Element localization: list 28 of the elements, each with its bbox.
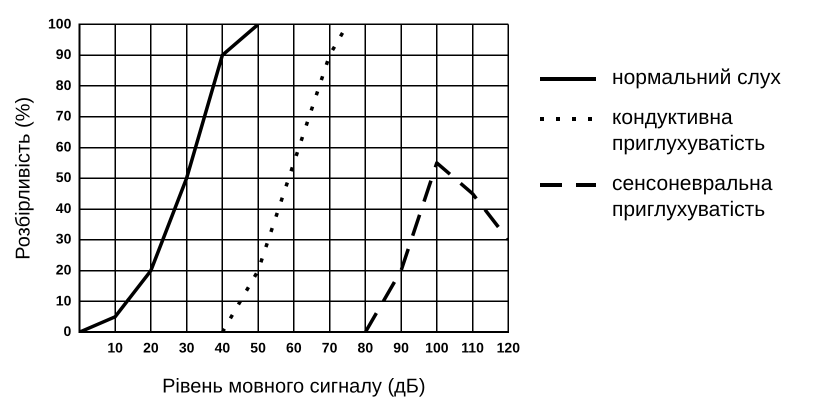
x-tick-label: 50 [250,339,266,356]
y-tick-label: 90 [56,46,72,62]
x-tick-label: 120 [496,339,520,356]
x-tick-label: 70 [322,339,338,356]
legend-label: нормальний слух [612,64,782,90]
x-tick-label: 10 [107,339,124,356]
y-axis-title: Розбірливість (%) [12,96,35,260]
x-tick-label: 80 [358,339,374,356]
y-tick-label: 60 [56,138,72,154]
y-tick-label: 50 [56,169,72,186]
x-axis-title: Рівень мовного сигналу (дБ) [162,376,426,398]
y-tick-label: 0 [64,323,72,340]
y-tick-label: 100 [48,15,72,32]
x-tick-label: 40 [214,339,230,356]
y-tick-label: 20 [56,262,72,278]
y-tick-label: 10 [56,292,72,308]
y-tick-label: 80 [56,76,72,93]
x-tick-label: 100 [425,339,449,356]
x-tick-label: 110 [461,339,484,356]
x-tick-label: 90 [393,339,410,356]
y-tick-label: 40 [56,200,72,216]
y-tick-label: 70 [56,108,72,124]
y-tick-label: 30 [56,230,72,247]
x-tick-label: 20 [143,339,159,356]
x-tick-label: 30 [178,339,195,356]
x-tick-label: 60 [286,339,302,356]
legend-label: сенсоневральна приглухуватість [612,170,774,222]
legend-label: кондуктивна приглухуватість [612,104,766,156]
